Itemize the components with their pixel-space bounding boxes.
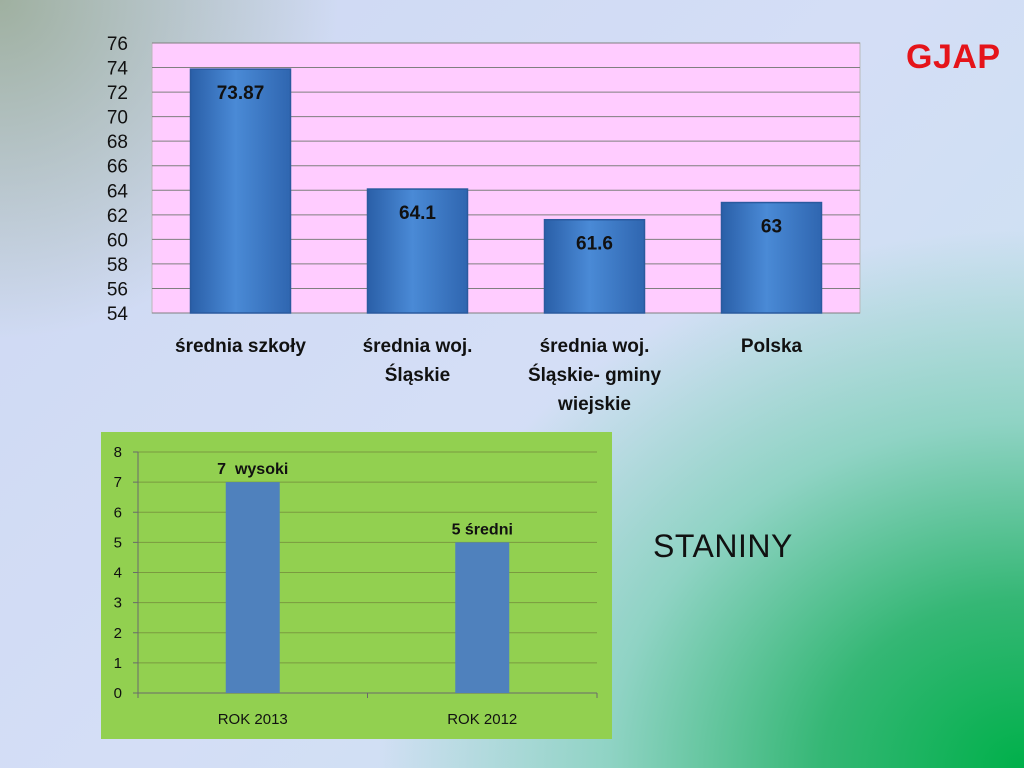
- chart-top-bar: [189, 68, 292, 314]
- chart-bottom-data-label: 7 wysoki: [217, 461, 288, 478]
- chart-top-data-label: 73.87: [217, 83, 265, 104]
- chart-bottom-background: [101, 432, 612, 739]
- chart-bottom-y-tick-label: 0: [114, 685, 122, 702]
- chart-top-bar: [366, 188, 469, 314]
- chart-top-y-tick-label: 60: [107, 230, 128, 251]
- chart-top-y-tick-label: 62: [107, 206, 128, 227]
- chart-bottom-y-tick-label: 3: [114, 595, 122, 612]
- chart-top-data-label: 61.6: [576, 234, 613, 255]
- chart-top-y-tick-label: 64: [107, 181, 129, 202]
- chart-top-category-label: Polska: [740, 336, 803, 357]
- staniny-label: STANINY: [653, 528, 793, 564]
- chart-top-y-tick-label: 72: [107, 83, 128, 104]
- chart-top-y-tick-label: 68: [107, 132, 128, 153]
- chart-top-y-tick-label: 74: [107, 59, 129, 80]
- chart-top-y-tick-label: 56: [107, 279, 128, 300]
- chart-bottom-bar: [455, 542, 510, 693]
- chart-bottom-y-tick-label: 7: [114, 474, 122, 491]
- chart-bottom-category-label: ROK 2013: [218, 711, 288, 728]
- chart-bottom-y-tick-label: 6: [114, 504, 122, 521]
- chart-top-category-label: średnia szkoły: [175, 336, 306, 357]
- chart-top-y-tick-label: 66: [107, 157, 128, 178]
- chart-bottom-category-label: ROK 2012: [447, 711, 517, 728]
- chart-top-bar: [720, 201, 823, 314]
- chart-bottom-y-tick-label: 5: [114, 534, 122, 551]
- brand-label: GJAP: [906, 38, 1001, 76]
- chart-top-data-label: 64.1: [399, 203, 436, 224]
- chart-top-y-tick-label: 70: [107, 108, 128, 129]
- chart-bottom-y-tick-label: 2: [114, 625, 122, 642]
- chart-top-category-label: średnia woj. Śląskie: [362, 336, 473, 386]
- chart-bottom: 0 1 2 3 4 5 6 7 8 7 wysoki ROK 2013 5 średni ROK 201…: [101, 432, 612, 739]
- chart-bottom-y-tick-label: 4: [114, 565, 122, 582]
- chart-top: 54 56 58 60 62 64 66 68 70 72 74 76 73.87 64.1 61.6 63: [107, 34, 861, 325]
- chart-top-bar: [543, 218, 646, 314]
- chart-top-category-label: średnia woj. Śląskie- gminy wiejskie: [527, 336, 662, 415]
- chart-bottom-y-tick-label: 8: [114, 444, 122, 461]
- chart-top-y-tick-label: 58: [107, 255, 128, 276]
- chart-top-y-tick-label: 76: [107, 34, 128, 55]
- chart-bottom-bar: [225, 482, 280, 693]
- chart-top-y-tick-label: 54: [107, 304, 129, 325]
- chart-bottom-data-label: 5 średni: [452, 521, 513, 538]
- chart-top-data-label: 63: [761, 217, 782, 238]
- chart-bottom-y-tick-label: 1: [114, 655, 122, 672]
